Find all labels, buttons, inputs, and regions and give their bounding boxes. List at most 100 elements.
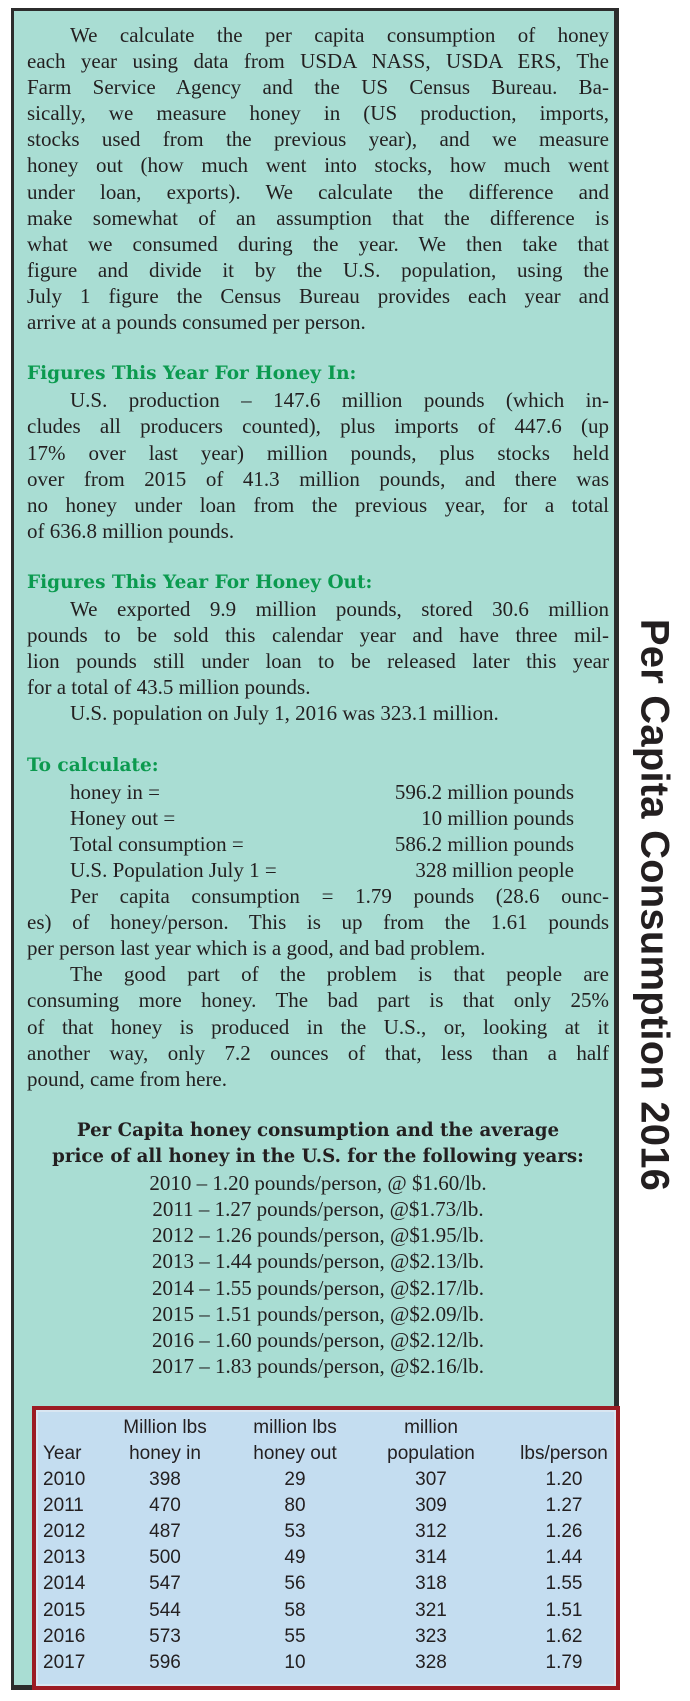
table-cell: 2013: [43, 1547, 86, 1569]
calculation-value: 10 million pounds: [421, 805, 574, 830]
table-cell: honey in: [129, 1443, 201, 1464]
calculation-label: honey in =: [70, 779, 160, 804]
blank-line: [27, 1092, 609, 1118]
paragraph-line: arrive at a pounds consumed per person.: [27, 310, 366, 335]
table-cell: 55: [284, 1625, 306, 1647]
yearly-summary-line: 2011 – 1.27 pounds/person, @$1.73/lb.: [152, 1197, 484, 1222]
table-cell: 328: [415, 1651, 447, 1673]
section-heading: Figures This Year For Honey Out:: [27, 571, 373, 593]
calculation-row: Honey out = 10 million pounds: [27, 805, 609, 831]
table-cell: honey out: [253, 1443, 337, 1464]
table-cell: 596: [149, 1651, 181, 1673]
paragraph-line: We calculate the per capita consumption …: [70, 23, 609, 47]
table-cell: 1.79: [545, 1651, 583, 1673]
paragraph-line: Farm Service Agency and the US Census Bu…: [27, 75, 609, 100]
article-panel: We calculate the per capita consumption …: [11, 8, 620, 1690]
table-cell: 307: [415, 1469, 447, 1490]
paragraph-line: pounds to be sold this calendar year and…: [27, 623, 609, 648]
table-row: 2013 500 49 314 1.44: [36, 1545, 616, 1571]
paragraph-line: July 1 figure the Census Bureau provides…: [27, 283, 609, 308]
table-cell: 1.51: [545, 1599, 583, 1621]
table-cell: 487: [149, 1521, 181, 1543]
calculation-label: U.S. Population July 1 =: [70, 858, 277, 882]
yearly-summary-line: 2014 – 1.55 pounds/person, @$2.17/lb.: [151, 1275, 484, 1300]
table-cell: 1.20: [545, 1469, 583, 1490]
paragraph-line: each year using data from USDA NASS, USD…: [27, 49, 609, 74]
table-header-row-top: Million lbs million lbs million: [36, 1415, 616, 1441]
blank-line: [27, 727, 609, 753]
table-cell: 500: [149, 1547, 181, 1569]
table-cell: population: [387, 1443, 475, 1464]
calculation-row: honey in = 596.2 million pounds: [27, 779, 609, 805]
paragraph-line: no honey under loan from the previous ye…: [27, 492, 609, 517]
yearly-summary-line: 2016 – 1.60 pounds/person, @$2.12/lb.: [151, 1327, 484, 1352]
table-cell: 2014: [43, 1573, 86, 1595]
table-cell: 312: [415, 1521, 447, 1543]
paragraph-line: 17% over last year) million pounds, plus…: [27, 440, 609, 465]
table-cell: 2015: [43, 1599, 86, 1621]
paragraph-line: make somewhat of an assumption that the …: [27, 205, 609, 230]
paragraph-line: what we consumed during the year. We the…: [27, 231, 609, 256]
paragraph-line: figure and divide it by the U.S. populat…: [27, 257, 609, 282]
paragraph-line: per person last year which is a good, an…: [27, 936, 486, 961]
table-row: 2012 487 53 312 1.26: [36, 1519, 616, 1545]
paragraph-line: stocks used from the previous year), and…: [27, 127, 609, 152]
paragraph-line: We exported 9.9 million pounds, stored 3…: [70, 597, 609, 622]
paragraph-line: for a total of 43.5 million pounds.: [27, 675, 311, 700]
table-cell: 2011: [43, 1495, 84, 1517]
calculation-value: 596.2 million pounds: [394, 779, 574, 804]
calculation-row: Total consumption = 586.2 million pounds: [27, 831, 609, 857]
table-cell: 1.26: [545, 1521, 583, 1543]
yearly-summary-line: 2010 – 1.20 pounds/person, @ $1.60/lb.: [149, 1171, 487, 1196]
table-cell: 323: [415, 1625, 447, 1647]
paragraph-line: cludes all producers counted), plus impo…: [27, 414, 609, 439]
table-cell: 573: [149, 1625, 181, 1647]
table-cell: 49: [284, 1547, 306, 1569]
yearly-summary-line: 2015 – 1.51 pounds/person, @$2.09/lb.: [151, 1301, 484, 1326]
table-cell: 2017: [43, 1651, 86, 1673]
blank-line: [27, 335, 609, 361]
table-cell: million lbs: [253, 1417, 337, 1438]
table-cell: 547: [149, 1573, 181, 1595]
paragraph-line: pound, came from here.: [27, 1066, 228, 1091]
table-cell: Million lbs: [123, 1417, 207, 1438]
table-cell: million: [404, 1417, 458, 1438]
table-cell: 1.62: [545, 1625, 583, 1647]
table-cell: Year: [43, 1443, 82, 1464]
table-cell: 2012: [43, 1521, 86, 1543]
calculation-value: 586.2 million pounds: [394, 831, 574, 856]
table-cell: 58: [284, 1599, 306, 1621]
table-cell: 318: [415, 1573, 447, 1595]
calculation-row: U.S. Population July 1 = 328 million peop…: [27, 857, 609, 883]
section-heading: To calculate:: [27, 754, 159, 776]
table-cell: 470: [149, 1495, 181, 1517]
blank-line: [27, 544, 609, 570]
article-body: We calculate the per capita consumption …: [27, 22, 609, 1379]
yearly-summary-line: 2012 – 1.26 pounds/person, @$1.95/lb.: [151, 1223, 484, 1248]
table-row: 2014 547 56 318 1.55: [36, 1571, 616, 1597]
table-row: 2016 573 55 323 1.62: [36, 1624, 616, 1650]
paragraph-line: Per capita consumption = 1.79 pounds (28…: [70, 884, 609, 909]
table-cell: 1.44: [545, 1547, 583, 1569]
table-cell: 321: [415, 1599, 447, 1621]
yearly-summary-line: 2017 – 1.83 pounds/person, @$2.16/lb.: [151, 1353, 484, 1378]
table-cell: 29: [284, 1469, 306, 1490]
table-cell: 544: [149, 1599, 181, 1621]
paragraph-line: over from 2015 of 41.3 million pounds, a…: [27, 466, 609, 491]
table-cell: 2016: [43, 1625, 86, 1647]
table-cell: 314: [415, 1547, 447, 1569]
yearly-summary-line: 2013 – 1.44 pounds/person, @$2.13/lb.: [151, 1249, 484, 1274]
table-cell: 80: [284, 1495, 306, 1517]
table-cell: 1.27: [545, 1495, 583, 1517]
table-cell: 1.55: [545, 1573, 583, 1595]
calculation-label: Total consumption =: [70, 831, 244, 856]
table-row: 2010 398 29 307 1.20: [36, 1467, 616, 1493]
table-header-row: Year honey in honey out population lbs/perso…: [36, 1441, 616, 1467]
calculation-label: Honey out =: [70, 805, 176, 830]
paragraph-line: of 636.8 million pounds.: [27, 518, 235, 543]
table-cell: lbs/person: [520, 1443, 608, 1464]
paragraph-line: es) of honey/person. This is up from the…: [27, 910, 609, 935]
table-cell: 2010: [43, 1469, 86, 1490]
table-cell: 309: [415, 1495, 447, 1517]
paragraph-line: of that honey is produced in the U.S., o…: [27, 1014, 609, 1039]
